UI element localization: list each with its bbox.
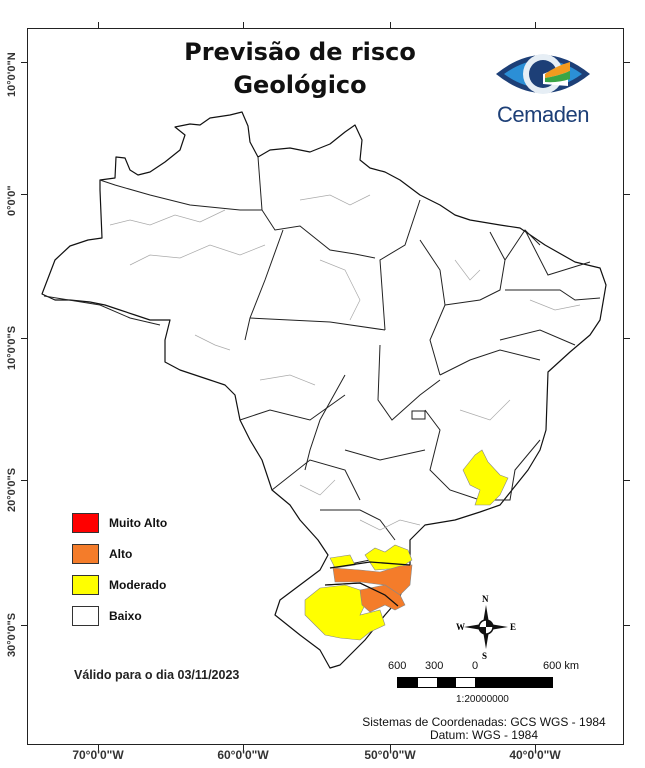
coord-line-1: Sistemas de Coordenadas: GCS WGS - 1984 [362,715,606,729]
tick-bottom [243,745,244,751]
risk-area-rs-moderado [304,584,386,641]
tick-right [624,480,630,481]
tick-bottom [390,745,391,751]
swatch-moderado [72,574,99,595]
legend-label: Alto [109,546,133,561]
compass-e: E [510,622,517,632]
tick-right [624,62,630,63]
tick-top [98,22,99,28]
tick-left [21,62,27,63]
lon-label: 60°0'0"W [217,748,269,762]
map-title: Previsão de risco Geológico [170,36,430,102]
legend-item-alto: Alto [72,538,167,569]
tick-left [21,480,27,481]
legend-item-muito-alto: Muito Alto [72,507,167,538]
title-line-2: Geológico [233,71,367,99]
tick-top [535,22,536,28]
lon-label: 50°0'0"W [364,748,416,762]
swatch-alto [72,543,99,564]
scale-ratio: 1:20000000 [456,694,509,705]
swatch-muito-alto [72,512,99,533]
eye-logo-icon [496,54,590,94]
tick-right [624,625,630,626]
tick-right [624,338,630,339]
legend-label: Muito Alto [109,515,168,530]
tick-top [243,22,244,28]
brazil-outline [41,111,607,669]
scale-label: 0 [472,660,479,672]
tick-bottom [535,745,536,751]
scale-label: 600 km [543,660,580,672]
tick-bottom [98,745,99,751]
compass-s: S [482,651,488,661]
tick-right [624,194,630,195]
title-line-1: Previsão de risco [184,38,416,66]
lon-label: 40°0'0"W [509,748,561,762]
logo-text: Cemaden [497,102,589,127]
legend-item-baixo: Baixo [72,600,167,631]
tick-top [390,22,391,28]
risk-area-rs-alto [359,584,406,613]
valid-date: Válido para o dia 03/11/2023 [74,668,240,682]
legend-item-moderado: Moderado [72,569,167,600]
compass-n: N [482,594,489,604]
scale-label: 300 [425,660,444,672]
scale-bar [397,677,553,688]
risk-area-mg-moderado [462,449,509,506]
coordinate-system: Sistemas de Coordenadas: GCS WGS - 1984 … [354,716,614,742]
coord-line-2: Datum: WGS - 1984 [429,728,539,742]
legend-label: Baixo [109,608,142,623]
tick-left [21,338,27,339]
cemaden-logo: Cemaden [488,44,598,127]
scale-label: 600 [388,660,407,672]
legend-label: Moderado [109,577,167,592]
compass-w: W [456,622,465,632]
swatch-baixo [72,605,99,626]
lon-label: 70°0'0"W [72,748,124,762]
legend: Muito Alto Alto Moderado Baixo [72,507,167,631]
risk-area-sc-alto [332,564,413,596]
tick-left [21,625,27,626]
compass-rose [464,605,508,649]
tick-left [21,194,27,195]
